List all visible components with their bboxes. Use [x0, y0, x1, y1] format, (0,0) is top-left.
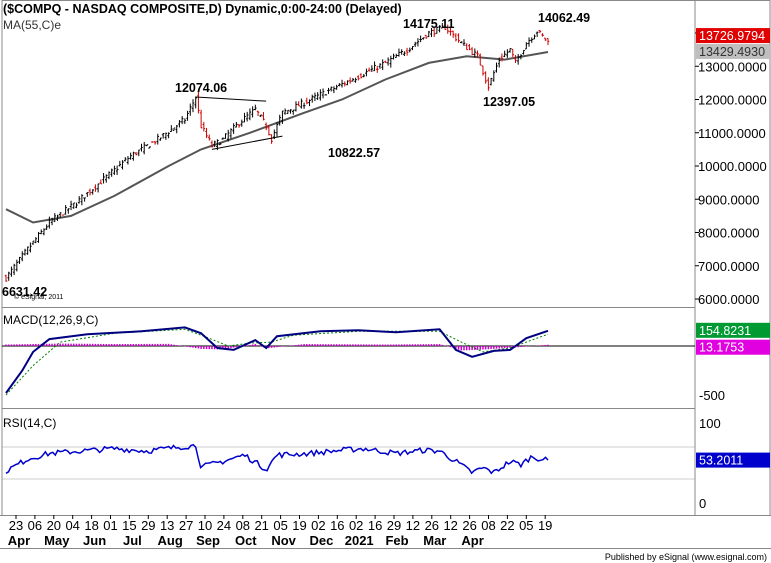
date-axis-day: 22 — [500, 518, 514, 533]
date-axis-day: 19 — [538, 518, 552, 533]
last-rsi-badge: 53.2011 — [699, 454, 743, 468]
date-axis-day: 04 — [65, 518, 79, 533]
date-axis-month: May — [44, 533, 70, 548]
date-axis-day: 12 — [406, 518, 420, 533]
date-axis-day: 20 — [47, 518, 61, 533]
date-axis-day: 29 — [141, 518, 155, 533]
date-axis-day: 15 — [122, 518, 136, 533]
date-axis-month: 2021 — [345, 533, 374, 548]
rsi-line — [5, 443, 549, 475]
grid-lines — [2, 345, 695, 480]
price-axis-label: 7000.0000 — [698, 259, 759, 274]
price-axis-label: 12000.0000 — [698, 93, 767, 108]
rsi-panel-frame — [1, 408, 696, 516]
date-axis-month: Mar — [423, 533, 446, 548]
date-axis-month: Dec — [309, 533, 333, 548]
date-axis-day: 21 — [254, 518, 268, 533]
date-axis-day: 10 — [198, 518, 212, 533]
price-axis-label: 9000.0000 — [698, 192, 759, 207]
date-axis-month: Jun — [83, 533, 106, 548]
last-ma-badge: 13429.4930 — [699, 45, 765, 59]
date-axis-month: Oct — [235, 533, 257, 548]
channel-line — [195, 96, 267, 102]
rsi-legend: RSI(14,C) — [3, 416, 56, 430]
date-axis-day: 24 — [217, 518, 231, 533]
date-axis-day: 19 — [292, 518, 306, 533]
date-axis-day: 06 — [28, 518, 42, 533]
date-axis-day: 05 — [519, 518, 533, 533]
rsi-axis-label: 100 — [699, 416, 721, 431]
price-annotation: 14175.11 — [403, 17, 454, 31]
date-axis-month: Apr — [461, 533, 483, 548]
price-annotation: 10822.57 — [328, 146, 380, 160]
date-axis-month: Sep — [196, 533, 220, 548]
price-axis-label: 10000.0000 — [698, 159, 767, 174]
date-axis-day: 13 — [160, 518, 174, 533]
date-axis-day: 27 — [179, 518, 193, 533]
date-axis-day: 08 — [481, 518, 495, 533]
date-axis-day: 26 — [425, 518, 439, 533]
price-axis-label: 11000.0000 — [698, 126, 766, 141]
last-hist-badge: 13.1753 — [699, 341, 744, 355]
last-macd-badge-bg — [696, 322, 770, 338]
price-annotation: 12074.06 — [175, 81, 227, 95]
price-annotation: 12397.05 — [483, 95, 535, 109]
date-axis-day: 02 — [349, 518, 363, 533]
axis-labels: 6000.00007000.00008000.00009000.00001000… — [8, 26, 770, 548]
price-annotation: 6631.42 — [2, 285, 47, 299]
date-axis-month: Jul — [123, 533, 142, 548]
date-axis-day: 05 — [273, 518, 287, 533]
macd-legend: MACD(12,26,9,C) — [3, 313, 98, 327]
date-axis-day: 16 — [330, 518, 344, 533]
price-bars — [4, 22, 550, 282]
last-hist-badge-bg — [696, 339, 770, 355]
price-annotation: 14062.49 — [538, 11, 590, 25]
date-axis-month: Nov — [271, 533, 296, 548]
price-axis-label: 8000.0000 — [698, 226, 759, 241]
macd-signal-line — [5, 328, 549, 396]
macd-line — [5, 326, 549, 394]
last-price-badge-bg — [696, 28, 770, 44]
chart-frames — [0, 0, 771, 549]
date-axis-month: Feb — [385, 533, 408, 548]
macd-panel — [5, 326, 549, 396]
date-axis-month: Aug — [158, 533, 183, 548]
macd-axis-label: -500 — [699, 388, 725, 403]
date-axis-day: 26 — [462, 518, 476, 533]
price-axis-label: 13000.0000 — [698, 59, 767, 74]
date-axis-day: 18 — [84, 518, 98, 533]
date-axis-day: 02 — [311, 518, 325, 533]
last-price-badge: 13726.9794 — [699, 29, 765, 43]
trend-channel-lines — [195, 96, 283, 150]
ma-legend: MA(55,C)e — [3, 18, 61, 32]
chart-title: ($COMPQ - NASDAQ COMPOSITE,D) Dynamic,0:… — [3, 2, 402, 16]
date-axis-month: Apr — [8, 533, 30, 548]
copyright: © eSignal, 2011 — [14, 293, 64, 301]
date-axis-day: 01 — [103, 518, 117, 533]
macd-panel-frame — [1, 307, 696, 409]
date-axis-day: 16 — [368, 518, 382, 533]
footer-credit: Published by eSignal (www.esignal.com) — [604, 552, 767, 562]
last-ma-badge-bg — [696, 43, 770, 59]
channel-line — [211, 135, 283, 150]
date-axis-day: 29 — [387, 518, 401, 533]
date-axis-day: 12 — [443, 518, 457, 533]
rsi-panel — [5, 443, 549, 475]
price-axis-label: 6000.0000 — [698, 292, 759, 307]
date-axis-day: 23 — [9, 518, 23, 533]
last-rsi-badge-bg — [696, 452, 770, 468]
last-macd-badge: 154.8231 — [699, 324, 751, 338]
price-annotations: 6631.42 12074.06 10822.57 14175.11 12397.05 1… — [2, 11, 590, 299]
rsi-axis-zero: 0 — [699, 496, 706, 511]
date-axis-day: 08 — [236, 518, 250, 533]
